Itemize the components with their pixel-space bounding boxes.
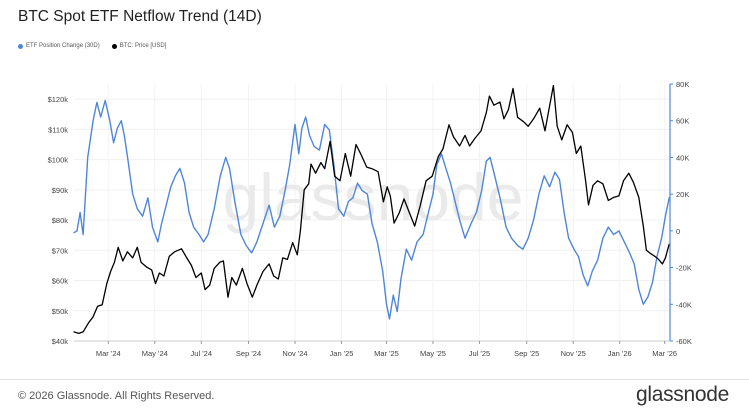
legend-item-etf[interactable]: ETF Position Change (30D)	[18, 43, 100, 49]
chart-plot: glassnode $40k$50k$60k$70k$80k$90k$100k$…	[48, 80, 692, 358]
y-left-tick-label: $110k	[48, 125, 68, 134]
y-right-tick-label: 60K	[676, 117, 689, 126]
legend-label-etf: ETF Position Change (30D)	[26, 43, 100, 49]
y-right-tick-label: 20K	[676, 190, 689, 199]
y-right-tick-label: -20K	[676, 264, 692, 273]
y-left-tick-label: $80k	[52, 216, 69, 225]
x-tick-label: Nov '25	[561, 349, 586, 358]
y-left-tick-label: $90k	[52, 186, 69, 195]
x-tick-label: Mar '25	[374, 349, 399, 358]
y-left-tick-label: $40k	[52, 337, 69, 346]
axes: $40k $50k $60k $70k $80k $90k $100k $110k $120k 8…	[48, 80, 692, 358]
y-right-tick-label: -40K	[676, 300, 692, 309]
series-line-etf-position-change	[73, 99, 670, 320]
y-left-tick-label: $120k	[48, 95, 69, 104]
legend-dot-price	[111, 43, 117, 49]
y-left-tick-label: $60k	[52, 277, 69, 286]
x-tick-label: Jul '25	[469, 349, 490, 358]
chart-title: BTC Spot ETF Netflow Trend (14D)	[18, 8, 262, 25]
x-tick-label: Sep '25	[514, 349, 539, 358]
footer-divider	[0, 379, 749, 380]
x-tick-label: Nov '24	[282, 349, 307, 358]
x-tick-label: Jul '24	[191, 349, 212, 358]
copyright-text: © 2026 Glassnode. All Rights Reserved.	[18, 390, 215, 402]
legend-label-price: BTC: Price [USD]	[119, 43, 167, 49]
x-tick-label: Jan '25	[330, 349, 354, 358]
x-tick-label: Mar '24	[96, 349, 121, 358]
series-lines	[73, 84, 670, 335]
x-tick-label: Jan '26	[608, 349, 632, 358]
glassnode-logo: glassnode	[635, 383, 729, 406]
x-tick-label: Mar '26	[652, 349, 677, 358]
y-right-tick-label: 80K	[676, 80, 689, 89]
y-left-tick-label: $100k	[48, 156, 69, 165]
y-right-tick-label: -60K	[676, 337, 692, 346]
legend: ETF Position Change (30D) BTC: Price [US…	[18, 43, 166, 49]
x-tick-label: May '24	[142, 349, 168, 358]
x-tick-label: Sep '24	[236, 349, 261, 358]
watermark: glassnode	[223, 160, 524, 234]
y-right-tick-label: 40K	[676, 153, 689, 162]
legend-dot-etf	[18, 43, 23, 49]
series-line-btc-price	[73, 84, 670, 335]
y-left-tick-label: $50k	[52, 307, 69, 316]
legend-item-price[interactable]: BTC: Price [USD]	[111, 43, 167, 49]
x-tick-label: May '25	[420, 349, 446, 358]
y-right-tick-label: 0	[676, 227, 680, 236]
y-left-tick-label: $70k	[52, 246, 69, 255]
